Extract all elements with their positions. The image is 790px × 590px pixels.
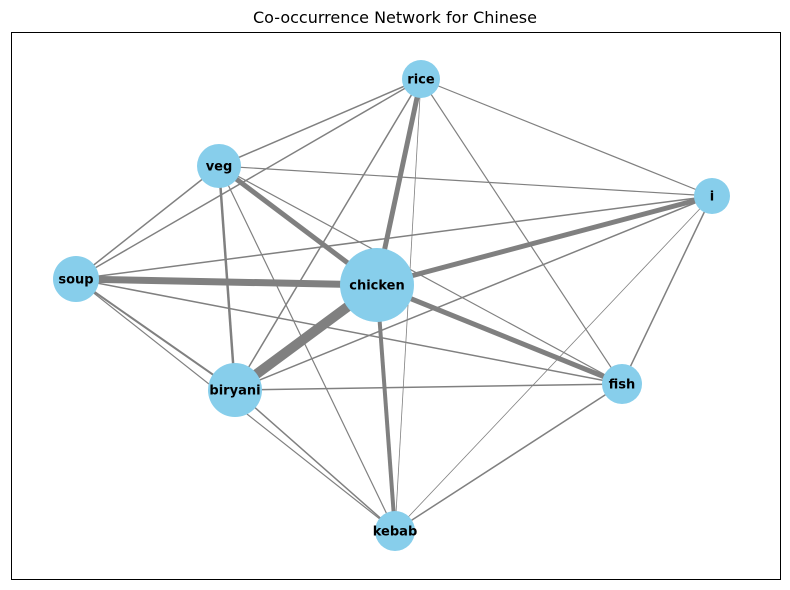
node-chicken: chicken: [340, 248, 414, 322]
edge-chicken-kebab: [375, 284, 397, 532]
edge-chicken-i: [376, 193, 713, 288]
node-rice: rice: [402, 60, 440, 98]
node-label-chicken: chicken: [349, 279, 405, 294]
nodes-layer: chicken biryani rice veg soup i fish kebab: [53, 60, 730, 551]
node-fish: fish: [602, 364, 642, 404]
edge-veg-biryani: [217, 165, 237, 391]
edge-i-soup: [75, 195, 713, 280]
edge-i-fish: [621, 195, 713, 385]
node-soup: soup: [53, 256, 99, 302]
plot-frame: [11, 32, 781, 580]
node-label-veg: veg: [206, 160, 233, 175]
node-circle-chicken: [340, 248, 414, 322]
node-circle-fish: [602, 364, 642, 404]
node-veg: veg: [197, 144, 241, 188]
edge-fish-kebab: [394, 383, 623, 532]
edge-i-kebab: [394, 195, 713, 532]
graph-title: Co-occurrence Network for Chinese: [253, 8, 537, 27]
node-circle-veg: [197, 144, 241, 188]
node-kebab: kebab: [373, 511, 418, 551]
edge-soup-fish: [75, 278, 623, 385]
edge-veg-soup: [75, 165, 220, 280]
node-i: i: [694, 178, 730, 214]
node-label-fish: fish: [609, 378, 636, 393]
node-label-i: i: [710, 190, 714, 205]
node-label-kebab: kebab: [373, 525, 418, 540]
edge-biryani-fish: [234, 383, 623, 391]
edge-rice-biryani: [234, 78, 422, 391]
edge-i-biryani: [234, 195, 713, 391]
edge-rice-veg: [218, 78, 422, 167]
edge-veg-kebab: [218, 165, 396, 532]
edge-rice-fish: [420, 78, 623, 385]
node-label-biryani: biryani: [209, 384, 260, 399]
edge-rice-soup: [75, 78, 422, 280]
node-circle-rice: [402, 60, 440, 98]
node-circle-biryani: [208, 363, 262, 417]
edge-biryani-kebab: [234, 389, 396, 532]
node-circle-i: [694, 178, 730, 214]
node-circle-soup: [53, 256, 99, 302]
edge-soup-biryani: [75, 278, 236, 391]
edge-veg-fish: [218, 165, 623, 385]
node-label-soup: soup: [58, 273, 93, 288]
edge-veg-i: [218, 165, 713, 197]
node-label-rice: rice: [407, 73, 435, 88]
edge-rice-i: [420, 78, 713, 197]
node-circle-kebab: [375, 511, 415, 551]
node-biryani: biryani: [208, 363, 262, 417]
edge-chicken-fish: [376, 282, 623, 387]
